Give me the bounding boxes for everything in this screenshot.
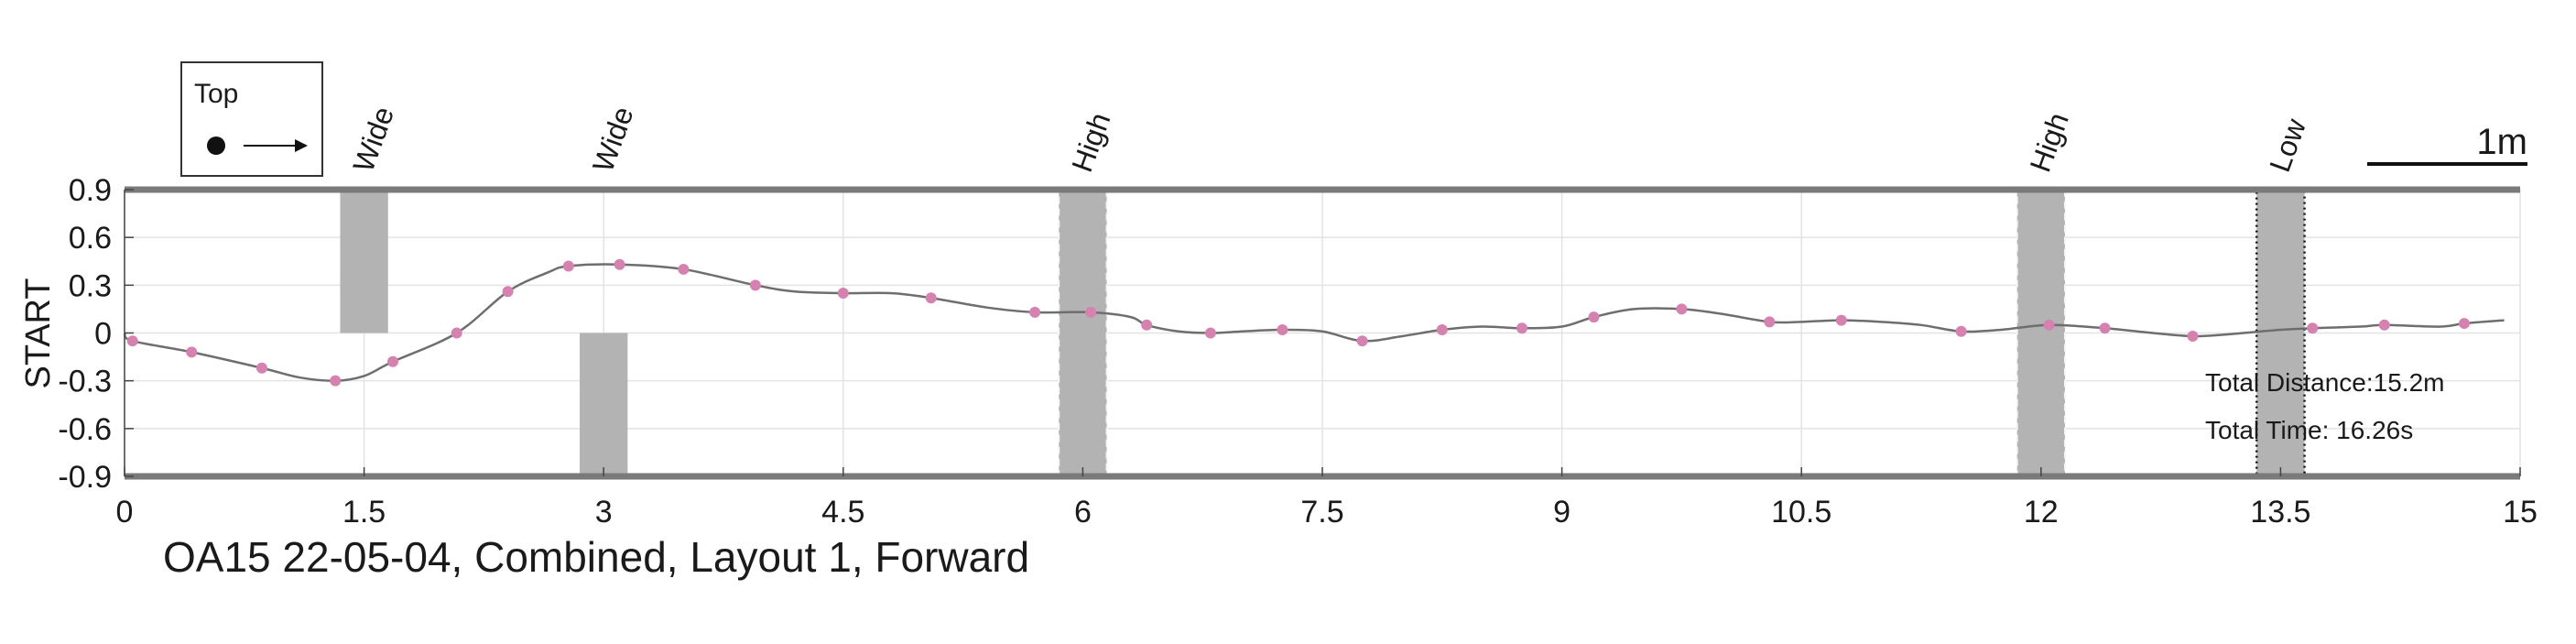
x-axis-ticks: 0 1.5 3 4.5 6 7.5 9 10.5 12 13.5 15: [116, 467, 2538, 529]
y-tick-label: 0.6: [69, 221, 112, 256]
obstacle-label: High: [1065, 108, 1116, 176]
obstacle-labels: Wide Wide High High Low: [346, 103, 2312, 177]
legend: Top: [180, 61, 323, 177]
obstacle-region: [340, 190, 388, 333]
trajectory-marker: [2187, 330, 2199, 342]
trajectory-marker: [2378, 319, 2390, 331]
obstacle-label: Wide: [346, 103, 400, 177]
trajectory-markers: [126, 258, 2470, 387]
x-tick-label: 0: [116, 495, 134, 529]
trajectory-marker: [1356, 335, 1368, 347]
trajectory-marker: [749, 279, 761, 291]
obstacle-label: High: [2024, 108, 2075, 176]
legend-arrowhead-icon: [295, 139, 308, 152]
obstacle-region: [1058, 189, 1108, 477]
trajectory-marker: [614, 258, 625, 270]
legend-title: Top: [194, 79, 238, 109]
trajectory-marker: [1516, 322, 1527, 334]
trajectory-marker: [562, 260, 574, 272]
obstacle-label: Low: [2263, 114, 2312, 176]
trajectory-marker: [1204, 327, 1216, 339]
obstacle-region: [2016, 189, 2066, 477]
trajectory-marker: [1277, 324, 1288, 336]
obstacle-label: Wide: [586, 103, 640, 177]
x-tick-label: 4.5: [821, 495, 864, 529]
y-tick-label: -0.9: [58, 460, 112, 495]
trajectory-marker: [1029, 306, 1041, 318]
scale-bar-label: 1m: [2476, 122, 2527, 162]
x-tick-label: 12: [2024, 495, 2059, 529]
x-tick-label: 9: [1553, 495, 1571, 529]
trajectory-marker: [925, 292, 937, 304]
trajectory-marker: [1955, 325, 1967, 337]
trajectory-marker: [186, 346, 198, 358]
total-distance-text: Total Distance:15.2m: [2205, 368, 2444, 397]
chart-caption: OA15 22-05-04, Combined, Layout 1, Forwa…: [163, 533, 1029, 581]
trajectory-marker: [1764, 316, 1776, 328]
trajectory-marker: [2458, 318, 2470, 330]
y-tick-label: -0.6: [58, 412, 112, 447]
x-tick-label: 7.5: [1300, 495, 1343, 529]
legend-marker-icon: [207, 136, 225, 155]
x-tick-label: 6: [1074, 495, 1092, 529]
trajectory-marker: [502, 286, 514, 298]
obstacle-region: [580, 333, 628, 476]
trajectory-marker: [386, 355, 398, 367]
trajectory-marker: [1085, 306, 1097, 318]
obstacle-regions: [340, 188, 2306, 478]
trajectory-marker: [126, 335, 138, 347]
trajectory-marker: [2099, 322, 2111, 334]
trajectory-marker: [255, 362, 267, 374]
trajectory-marker: [1588, 311, 1600, 323]
y-tick-label: 0: [94, 317, 112, 352]
trajectory-marker: [451, 327, 462, 339]
trajectory-marker: [2043, 319, 2055, 331]
total-time-text: Total Time: 16.26s: [2205, 416, 2413, 444]
trajectory-line: [123, 263, 2505, 382]
trajectory-marker: [678, 263, 690, 275]
y-tick-label: 0.9: [69, 173, 112, 208]
y-tick-label: -0.3: [58, 365, 112, 399]
x-tick-label: 15: [2503, 495, 2538, 529]
x-tick-label: 1.5: [342, 495, 386, 529]
x-tick-label: 10.5: [1771, 495, 1831, 529]
legend-box: [180, 61, 323, 177]
x-tick-label: 3: [595, 495, 613, 529]
y-tick-label: 0.3: [69, 268, 112, 303]
scale-bar: 1m: [2367, 122, 2527, 166]
trajectory-marker: [330, 375, 342, 387]
x-tick-label: 13.5: [2250, 495, 2310, 529]
trajectory-marker: [2307, 322, 2319, 334]
trajectory-path: [123, 263, 2505, 382]
y-axis-ticks: 0.9 0.6 0.3 0 -0.3 -0.6 -0.9: [58, 173, 134, 495]
trajectory-marker: [1141, 319, 1153, 331]
trajectory-marker: [1676, 303, 1688, 315]
trajectory-marker: [1436, 324, 1448, 336]
trajectory-marker: [837, 288, 849, 300]
y-axis-label: START: [19, 278, 58, 388]
trajectory-marker: [1835, 314, 1847, 326]
